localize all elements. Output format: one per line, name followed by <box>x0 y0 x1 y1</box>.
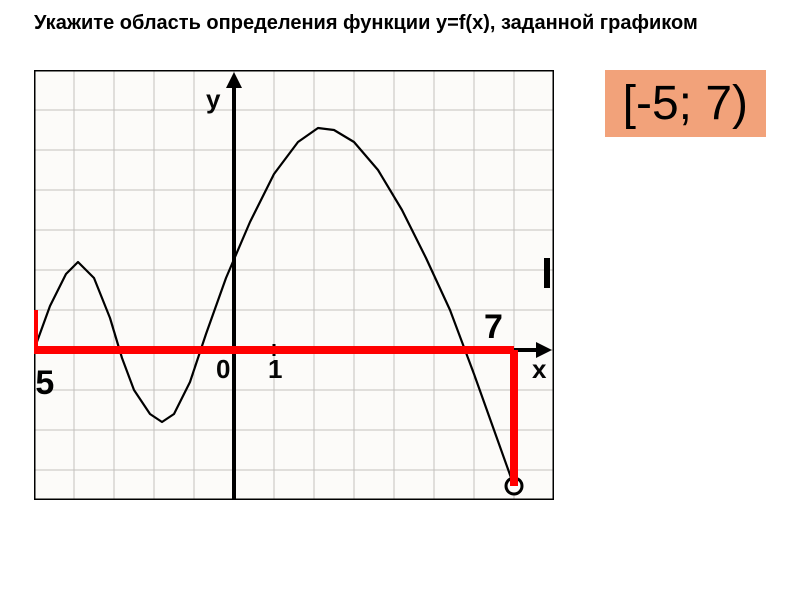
answer-text: [-5; 7) <box>623 77 748 130</box>
domain-left-label: -5 <box>34 364 54 402</box>
axis-label-one: 1 <box>268 354 282 384</box>
axis-label-y: y <box>206 84 221 114</box>
answer-box: [-5; 7) <box>605 70 766 137</box>
axis-label-zero: 0 <box>216 354 230 384</box>
axis-label-x: x <box>532 354 547 384</box>
chart-svg: y x 0 1 -5 7 <box>34 70 554 500</box>
domain-right-label: 7 <box>484 308 503 346</box>
function-chart: y x 0 1 -5 7 <box>34 70 554 500</box>
page-title: Укажите область определения функции y=f(… <box>34 12 698 35</box>
